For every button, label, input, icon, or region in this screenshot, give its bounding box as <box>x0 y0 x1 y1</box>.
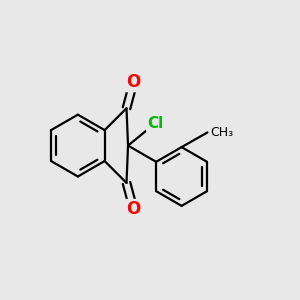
Text: O: O <box>126 73 141 91</box>
Text: CH₃: CH₃ <box>210 126 233 139</box>
Text: O: O <box>126 200 141 218</box>
Text: Cl: Cl <box>147 116 164 131</box>
